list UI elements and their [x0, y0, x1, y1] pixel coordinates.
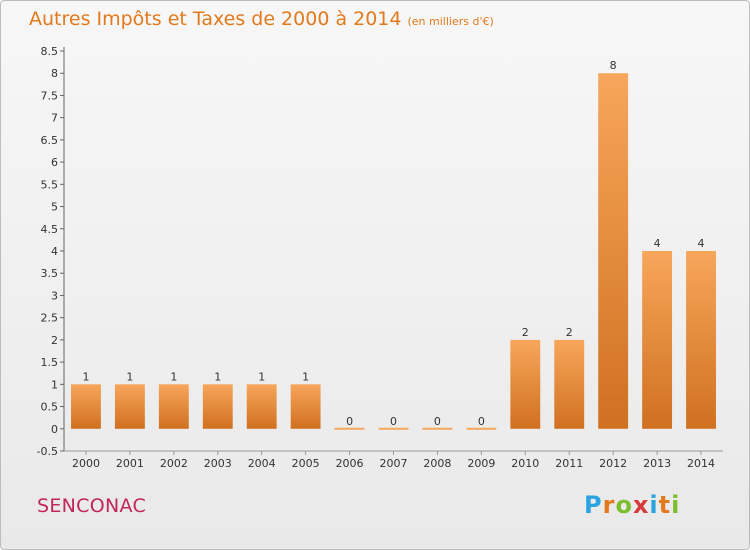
- bar-value-label: 0: [434, 415, 441, 428]
- bar-2011: [554, 339, 585, 429]
- bar-2013: [642, 251, 673, 429]
- x-tick-label: 2013: [643, 457, 671, 470]
- bar-2001: [114, 384, 145, 429]
- x-tick-label: 2009: [467, 457, 495, 470]
- bar-value-label: 0: [478, 415, 485, 428]
- bar-value-label: 4: [698, 237, 705, 250]
- y-tick-label: -0.5: [37, 445, 58, 458]
- proxiti-logo-letter: x: [632, 491, 650, 519]
- x-tick-label: 2008: [423, 457, 451, 470]
- chart-unit: (en milliers d'€): [407, 15, 494, 28]
- bar-value-label: 4: [654, 237, 661, 250]
- x-tick-label: 2011: [555, 457, 583, 470]
- bar-2009: [466, 427, 497, 430]
- x-tick-label: 2001: [116, 457, 144, 470]
- bar-2010: [510, 339, 541, 429]
- x-tick-label: 2002: [160, 457, 188, 470]
- bar-2012: [598, 73, 629, 429]
- chart-title-text: Autres Impôts et Taxes de 2000 à 2014: [29, 8, 402, 30]
- x-tick-label: 2014: [687, 457, 715, 470]
- bar-value-label: 1: [126, 370, 133, 383]
- y-tick-label: 2: [51, 334, 58, 347]
- y-tick-label: 8: [51, 67, 58, 80]
- y-axis: -0.5 0 0.5 1 1.5 2 2.5 3 3.5 4 4.5 5 5.5 6 6.5 7 7.5 8 8.5: [37, 45, 65, 458]
- commune-name: SENCONAC: [37, 495, 147, 517]
- bar-value-label: 1: [170, 370, 177, 383]
- proxiti-logo-letter: i: [671, 491, 681, 519]
- bar-value-label: 0: [390, 415, 397, 428]
- y-tick-label: 6: [51, 156, 58, 169]
- bar-value-label: 1: [214, 370, 221, 383]
- bar-2005: [290, 384, 321, 429]
- y-tick-label: 6.5: [41, 134, 59, 147]
- bar-2006: [334, 427, 365, 430]
- y-tick-label: 0.5: [41, 401, 59, 414]
- y-tick-label: 1.5: [41, 356, 59, 369]
- y-tick-label: 5.5: [41, 178, 59, 191]
- bar-value-label: 1: [258, 370, 265, 383]
- y-tick-label: 0: [51, 423, 58, 436]
- bars-group: 1 1 1 1 1 1 0 0 0 0 2 2 8 4 4: [71, 59, 716, 430]
- x-tick-label: 2010: [511, 457, 539, 470]
- x-tick-label: 2006: [336, 457, 364, 470]
- y-tick-label: 3: [51, 289, 58, 302]
- y-tick-label: 4.5: [41, 223, 59, 236]
- proxiti-logo-letter: t: [658, 491, 672, 519]
- x-tick-label: 2005: [292, 457, 320, 470]
- bar-2000: [71, 384, 101, 429]
- bar-2008: [422, 427, 453, 430]
- bar-2007: [378, 427, 409, 430]
- y-tick-label: 3.5: [41, 267, 59, 280]
- bar-value-label: 1: [82, 370, 89, 383]
- x-axis: 2000 2001 2002 2003 2004 2005 2006 2007 2008 2009…: [64, 450, 723, 470]
- bar-value-label: 0: [346, 415, 353, 428]
- x-tick-label: 2003: [204, 457, 232, 470]
- proxiti-logo-letter: r: [602, 491, 616, 519]
- proxiti-logo-letter: P: [584, 491, 603, 519]
- chart-title: Autres Impôts et Taxes de 2000 à 2014 (en…: [29, 8, 494, 30]
- bar-value-label: 8: [610, 59, 617, 72]
- bar-chart: -0.5 0 0.5 1 1.5 2 2.5 3 3.5 4 4.5 5 5.5 6 6.5 7 7.5 8 8.5…: [37, 45, 723, 470]
- x-tick-label: 2004: [248, 457, 276, 470]
- proxiti-logo-letter: o: [615, 491, 633, 519]
- bar-value-label: 2: [566, 326, 573, 339]
- y-tick-label: 5: [51, 201, 58, 214]
- bar-2004: [246, 384, 277, 429]
- y-tick-label: 2.5: [41, 312, 59, 325]
- bar-value-label: 1: [302, 370, 309, 383]
- x-tick-label: 2000: [72, 457, 100, 470]
- y-tick-label: 1: [51, 378, 58, 391]
- x-tick-label: 2012: [599, 457, 627, 470]
- y-tick-label: 7: [51, 112, 58, 125]
- bar-2002: [158, 384, 189, 429]
- bar-2014: [686, 251, 716, 429]
- proxiti-logo-letter: i: [649, 491, 659, 519]
- y-tick-label: 7.5: [41, 89, 59, 102]
- y-tick-label: 8.5: [41, 45, 59, 58]
- bar-value-label: 2: [522, 326, 529, 339]
- bar-2003: [202, 384, 233, 429]
- x-tick-label: 2007: [380, 457, 408, 470]
- y-tick-label: 4: [51, 245, 58, 258]
- proxiti-logo[interactable]: Proxiti: [584, 491, 680, 519]
